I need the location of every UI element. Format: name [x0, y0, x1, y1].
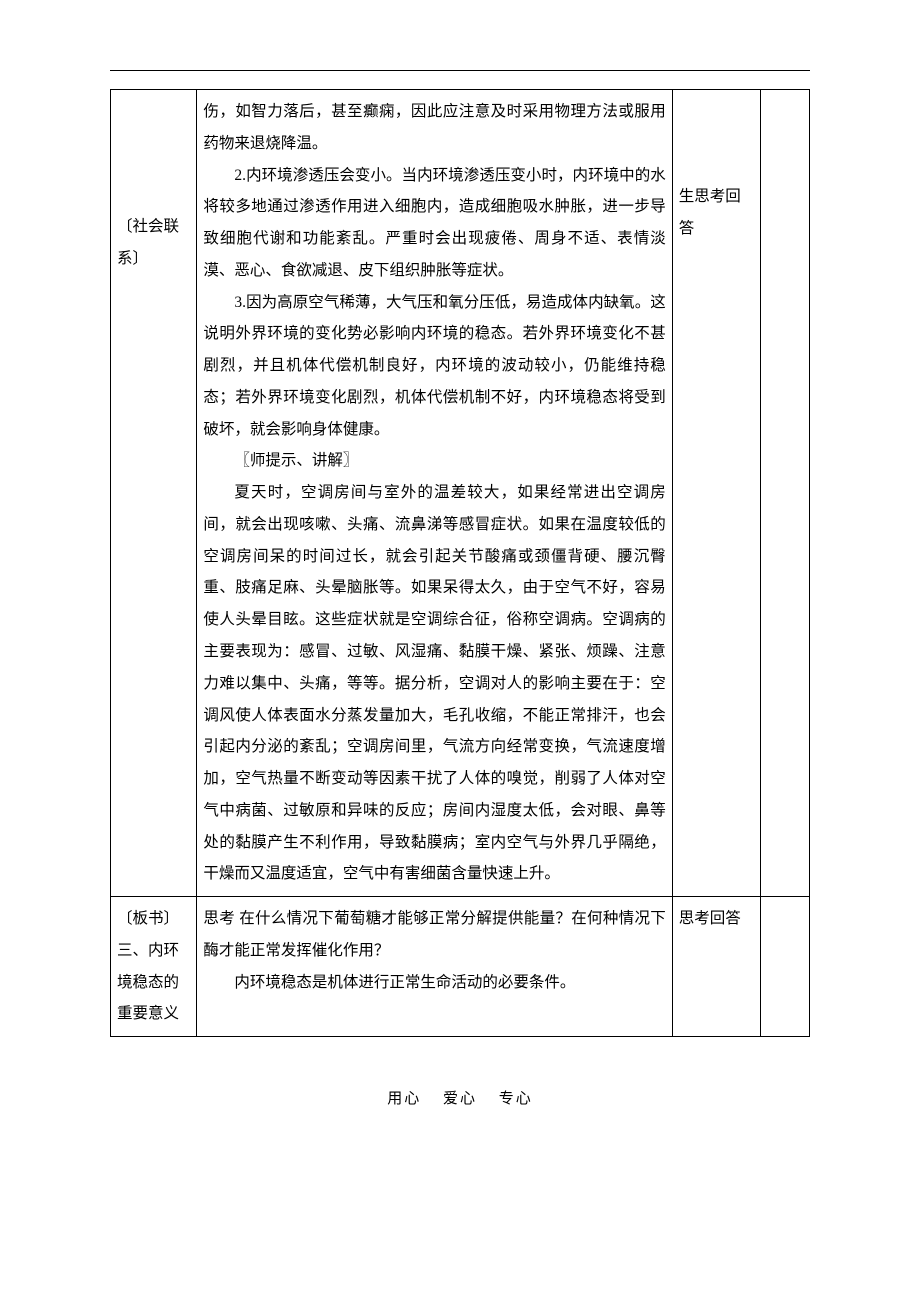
body-text: 伤，如智力落后，甚至癫痫，因此应注意及时采用物理方法或服用药物来退烧降温。: [203, 96, 665, 160]
note-line: 思考回答: [679, 903, 755, 935]
footer-word: 用心: [387, 1091, 421, 1107]
body-text: 3.因为高原空气稀薄，大气压和氧分压低，易造成体内缺氧。这说明外界环境的变化势必…: [203, 287, 665, 446]
row2-col3: 思考回答: [672, 897, 761, 1037]
label-line: 境稳态的: [117, 967, 190, 999]
footer-word: 专心: [499, 1091, 533, 1107]
body-text: 内环境稳态是机体进行正常生命活动的必要条件。: [203, 967, 665, 999]
note-line: 答: [679, 213, 755, 245]
footer-word: 爱心: [443, 1091, 477, 1107]
label-line: 三、内环: [117, 935, 190, 967]
label-line: 系〕: [117, 243, 190, 275]
row1-col3: 生思考回 答: [672, 90, 761, 897]
content-table: 〔社会联 系〕 伤，如智力落后，甚至癫痫，因此应注意及时采用物理方法或服用药物来…: [110, 89, 810, 1037]
table-row: 〔板书〕 三、内环 境稳态的 重要意义 思考 在什么情况下葡萄糖才能够正常分解提…: [111, 897, 810, 1037]
body-text: 〖师提示、讲解〗: [203, 445, 665, 477]
row1-col1: 〔社会联 系〕: [111, 90, 197, 897]
table-row: 〔社会联 系〕 伤，如智力落后，甚至癫痫，因此应注意及时采用物理方法或服用药物来…: [111, 90, 810, 897]
body-text: 思考 在什么情况下葡萄糖才能够正常分解提供能量？在何种情况下酶才能正常发挥催化作…: [203, 903, 665, 967]
row1-col2: 伤，如智力落后，甚至癫痫，因此应注意及时采用物理方法或服用药物来退烧降温。 2.…: [197, 90, 672, 897]
page-footer: 用心 爱心 专心: [110, 1087, 810, 1108]
top-rule: [110, 70, 810, 71]
body-text: 夏天时，空调房间与室外的温差较大，如果经常进出空调房间，就会出现咳嗽、头痛、流鼻…: [203, 477, 665, 890]
note-line: 生思考回: [679, 181, 755, 213]
row2-col2: 思考 在什么情况下葡萄糖才能够正常分解提供能量？在何种情况下酶才能正常发挥催化作…: [197, 897, 672, 1037]
row2-col1: 〔板书〕 三、内环 境稳态的 重要意义: [111, 897, 197, 1037]
label-line: 重要意义: [117, 998, 190, 1030]
row1-col4: [761, 90, 810, 897]
row2-col4: [761, 897, 810, 1037]
body-text: 2.内环境渗透压会变小。当内环境渗透压变小时，内环境中的水将较多地通过渗透作用进…: [203, 160, 665, 287]
label-line: 〔社会联: [117, 211, 190, 243]
label-line: 〔板书〕: [117, 903, 190, 935]
page-container: 〔社会联 系〕 伤，如智力落后，甚至癫痫，因此应注意及时采用物理方法或服用药物来…: [0, 0, 920, 1148]
